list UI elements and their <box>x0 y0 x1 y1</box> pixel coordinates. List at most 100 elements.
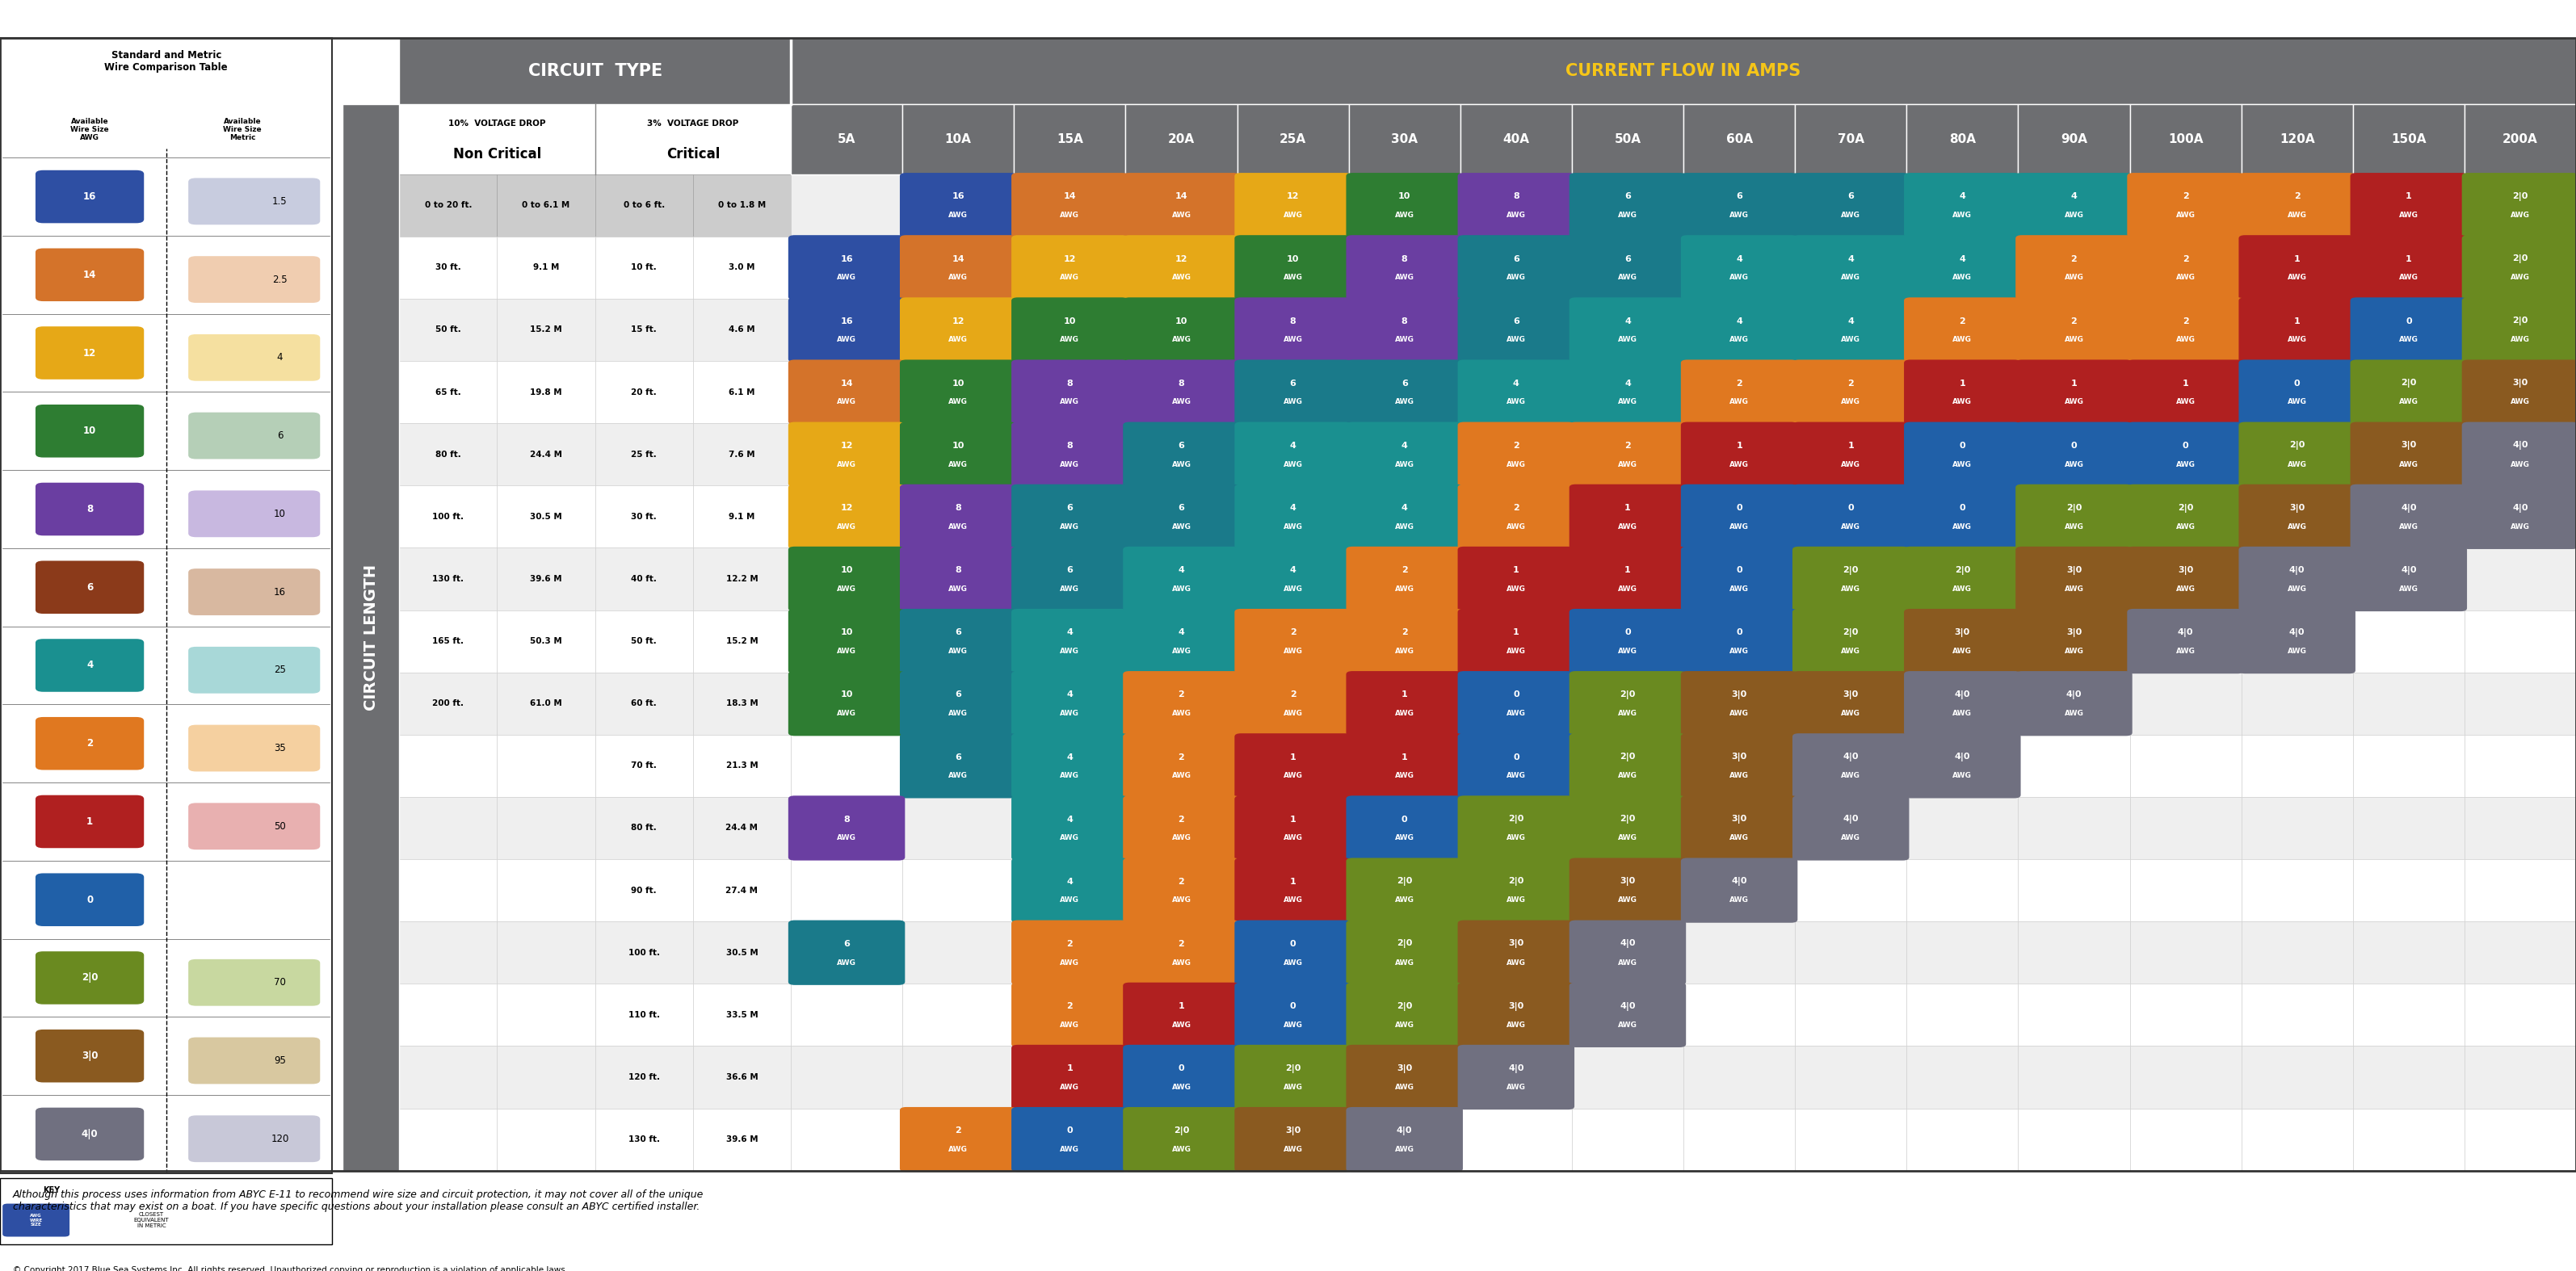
Text: AWG: AWG <box>2063 460 2084 468</box>
Bar <box>1685 361 1795 423</box>
FancyBboxPatch shape <box>188 1116 319 1162</box>
FancyBboxPatch shape <box>899 422 1018 487</box>
Text: 10: 10 <box>953 379 963 388</box>
Bar <box>1350 423 1461 486</box>
Text: AWG: AWG <box>948 398 969 405</box>
Bar <box>2352 984 2465 1046</box>
FancyBboxPatch shape <box>1793 297 1909 362</box>
FancyBboxPatch shape <box>1569 173 1687 238</box>
Bar <box>399 486 497 548</box>
FancyBboxPatch shape <box>1012 484 1128 549</box>
Text: 3|0: 3|0 <box>1731 815 1747 824</box>
Bar <box>693 921 791 984</box>
Bar <box>1015 423 1126 486</box>
Text: 0: 0 <box>1736 566 1741 574</box>
Text: 1: 1 <box>1960 379 1965 388</box>
Text: 50 ft.: 50 ft. <box>631 637 657 646</box>
Text: 4: 4 <box>1291 441 1296 450</box>
Text: 4|0: 4|0 <box>2290 628 2306 637</box>
FancyBboxPatch shape <box>1012 1107 1128 1172</box>
Text: AWG: AWG <box>948 709 969 717</box>
Text: AWG: AWG <box>2398 211 2419 219</box>
Bar <box>1795 921 1906 984</box>
Bar <box>1571 672 1685 735</box>
Bar <box>1461 361 1571 423</box>
FancyBboxPatch shape <box>1123 297 1239 362</box>
Bar <box>791 174 902 236</box>
Bar <box>1236 610 1350 672</box>
Bar <box>1795 548 1906 610</box>
Text: 2|0: 2|0 <box>1396 1002 1412 1010</box>
Text: AWG: AWG <box>2063 211 2084 219</box>
Bar <box>2130 423 2241 486</box>
Text: 12: 12 <box>840 441 853 450</box>
Text: 1: 1 <box>2295 316 2300 325</box>
FancyBboxPatch shape <box>1012 609 1128 674</box>
Text: 0: 0 <box>1291 939 1296 948</box>
Bar <box>1350 735 1461 797</box>
Bar <box>2130 299 2241 361</box>
Bar <box>791 423 902 486</box>
Text: 2|0: 2|0 <box>2401 379 2416 388</box>
Text: Available
Wire Size
AWG: Available Wire Size AWG <box>70 118 108 141</box>
Bar <box>1685 174 1795 236</box>
Bar <box>902 548 1015 610</box>
FancyBboxPatch shape <box>1123 982 1239 1047</box>
Bar <box>1461 548 1571 610</box>
Text: 15.2 M: 15.2 M <box>726 637 757 646</box>
Bar <box>791 486 902 548</box>
FancyBboxPatch shape <box>1347 547 1463 611</box>
Text: AWG: AWG <box>2398 336 2419 343</box>
Text: 12: 12 <box>1285 192 1298 201</box>
Bar <box>399 797 497 859</box>
Text: 2|0: 2|0 <box>2512 254 2527 263</box>
FancyBboxPatch shape <box>1347 733 1463 798</box>
Bar <box>497 423 595 486</box>
Text: 2: 2 <box>1066 939 1072 948</box>
Text: 50A: 50A <box>1615 133 1641 145</box>
Bar <box>1015 486 1126 548</box>
Text: AWG: AWG <box>1172 211 1190 219</box>
Text: 4: 4 <box>1625 379 1631 388</box>
Bar <box>2352 921 2465 984</box>
Text: 4|0: 4|0 <box>2512 441 2527 450</box>
Bar <box>1461 921 1571 984</box>
FancyBboxPatch shape <box>1123 796 1239 860</box>
Bar <box>1350 921 1461 984</box>
Text: 2: 2 <box>2182 316 2190 325</box>
Bar <box>1126 486 1236 548</box>
Bar <box>399 104 595 174</box>
Text: 2|0: 2|0 <box>1620 815 1636 824</box>
Bar <box>2352 797 2465 859</box>
Bar <box>1906 984 2017 1046</box>
Text: 1: 1 <box>1291 752 1296 761</box>
Text: AWG: AWG <box>948 585 969 592</box>
FancyBboxPatch shape <box>1680 858 1798 923</box>
Bar <box>791 797 902 859</box>
Text: AWG: AWG <box>2398 460 2419 468</box>
Text: AWG: AWG <box>2512 522 2530 530</box>
FancyBboxPatch shape <box>1234 547 1352 611</box>
Text: 16: 16 <box>82 192 95 202</box>
Text: 2|0: 2|0 <box>1620 752 1636 761</box>
FancyBboxPatch shape <box>899 733 1018 798</box>
Bar <box>497 610 595 672</box>
Bar <box>1126 735 1236 797</box>
FancyBboxPatch shape <box>1347 671 1463 736</box>
Text: 10: 10 <box>840 628 853 637</box>
FancyBboxPatch shape <box>2014 422 2133 487</box>
Text: AWG: AWG <box>2177 273 2195 281</box>
FancyBboxPatch shape <box>1680 297 1798 362</box>
Bar <box>2241 423 2352 486</box>
Text: AWG: AWG <box>2512 398 2530 405</box>
FancyBboxPatch shape <box>36 873 144 927</box>
Text: AWG: AWG <box>1953 273 1973 281</box>
Text: 14: 14 <box>1175 192 1188 201</box>
Bar <box>0 1178 332 1244</box>
Text: 1: 1 <box>1625 503 1631 512</box>
FancyBboxPatch shape <box>2128 297 2244 362</box>
FancyBboxPatch shape <box>1234 733 1352 798</box>
Bar <box>1906 236 2017 299</box>
Bar <box>1685 859 1795 921</box>
Text: 4|0: 4|0 <box>1731 877 1747 886</box>
